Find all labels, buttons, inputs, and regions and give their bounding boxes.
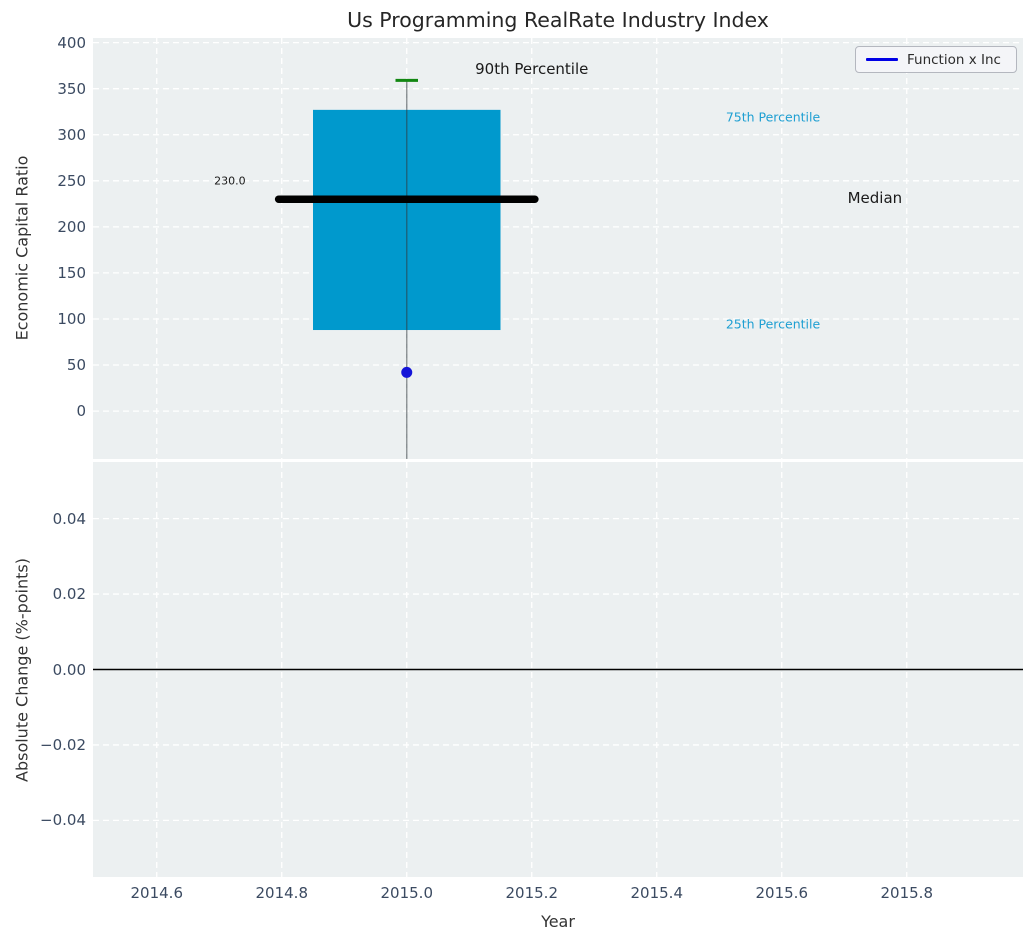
- legend: Function x Inc: [855, 46, 1017, 73]
- y-tick-label: −0.02: [40, 735, 86, 754]
- x-tick-label: 2014.8: [255, 884, 309, 902]
- plot-area-svg: [93, 38, 1023, 459]
- x-tick-label: 2015.4: [630, 884, 684, 902]
- legend-label: Function x Inc: [907, 51, 1001, 68]
- x-tick-label: 2014.6: [130, 884, 184, 902]
- plot-area-svg: [93, 462, 1023, 877]
- y-tick-label: 350: [57, 79, 86, 98]
- y-tick-label: 100: [57, 309, 86, 328]
- y-tick-label: 0.04: [52, 509, 86, 528]
- y-tick-label: 50: [66, 356, 86, 375]
- x-tick-label: 2015.8: [880, 884, 934, 902]
- x-axis-label: Year: [541, 912, 575, 931]
- y-tick-label: 150: [57, 263, 86, 282]
- annotation-75th-percentile: 75th Percentile: [725, 109, 821, 125]
- annotation-230-0: 230.0: [214, 174, 246, 188]
- bottom-axes-absolute-change: [93, 462, 1023, 877]
- y-tick-label: 250: [57, 171, 86, 190]
- top-y-axis-label: Economic Capital Ratio: [12, 155, 32, 341]
- top-axes-boxplot: [93, 38, 1023, 459]
- company-value-dot: [401, 366, 413, 378]
- annotation-median: Median: [847, 189, 903, 208]
- x-tick-label: 2015.6: [755, 884, 809, 902]
- y-tick-label: 0.02: [52, 585, 86, 604]
- y-tick-label: 0.00: [52, 660, 86, 679]
- annotation-25th-percentile: 25th Percentile: [725, 316, 821, 332]
- x-tick-label: 2015.2: [505, 884, 559, 902]
- bottom-y-axis-label: Absolute Change (%-points): [12, 558, 32, 782]
- y-tick-label: 0: [76, 402, 86, 421]
- legend-line-swatch: [866, 58, 898, 61]
- y-tick-label: −0.04: [40, 811, 86, 830]
- x-tick-label: 2015.0: [380, 884, 434, 902]
- y-tick-label: 200: [57, 217, 86, 236]
- y-tick-label: 300: [57, 125, 86, 144]
- chart-title: Us Programming RealRate Industry Index: [347, 8, 769, 32]
- y-tick-label: 400: [57, 33, 86, 52]
- annotation-90th-percentile: 90th Percentile: [475, 60, 589, 79]
